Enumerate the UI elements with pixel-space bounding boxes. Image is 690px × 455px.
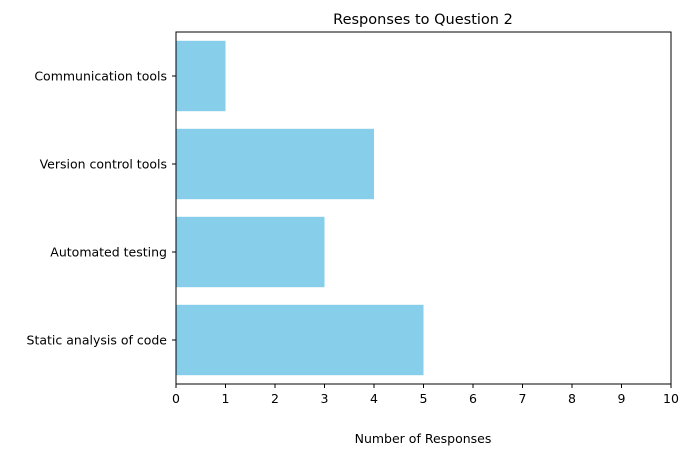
y-tick-label: Communication tools (34, 69, 167, 84)
y-tick-label: Automated testing (50, 245, 167, 260)
x-tick-label: 1 (222, 391, 230, 406)
y-tick-label: Version control tools (40, 157, 167, 172)
bar-communication-tools (176, 40, 226, 112)
bars-layer (176, 40, 424, 376)
x-tick-label: 8 (568, 391, 576, 406)
x-tick-label: 9 (618, 391, 626, 406)
x-tick-label: 7 (519, 391, 527, 406)
x-tick-label: 6 (469, 391, 477, 406)
x-tick-label: 2 (271, 391, 279, 406)
x-tick-label: 5 (420, 391, 428, 406)
chart-title: Responses to Question 2 (333, 12, 513, 28)
x-axis-ticks: 0 1 2 3 4 5 6 7 8 9 10 (172, 384, 679, 406)
bar-version-control-tools (176, 128, 374, 200)
x-tick-label: 0 (172, 391, 180, 406)
y-axis-ticks: Static analysis of code Automated testing… (27, 69, 176, 348)
bar-static-analysis-of-code (176, 304, 424, 376)
y-tick-label: Static analysis of code (27, 333, 168, 348)
x-axis-label: Number of Responses (355, 431, 492, 446)
x-tick-label: 4 (370, 391, 378, 406)
x-tick-label: 10 (663, 391, 679, 406)
bar-automated-testing (176, 216, 325, 288)
x-tick-label: 3 (321, 391, 329, 406)
